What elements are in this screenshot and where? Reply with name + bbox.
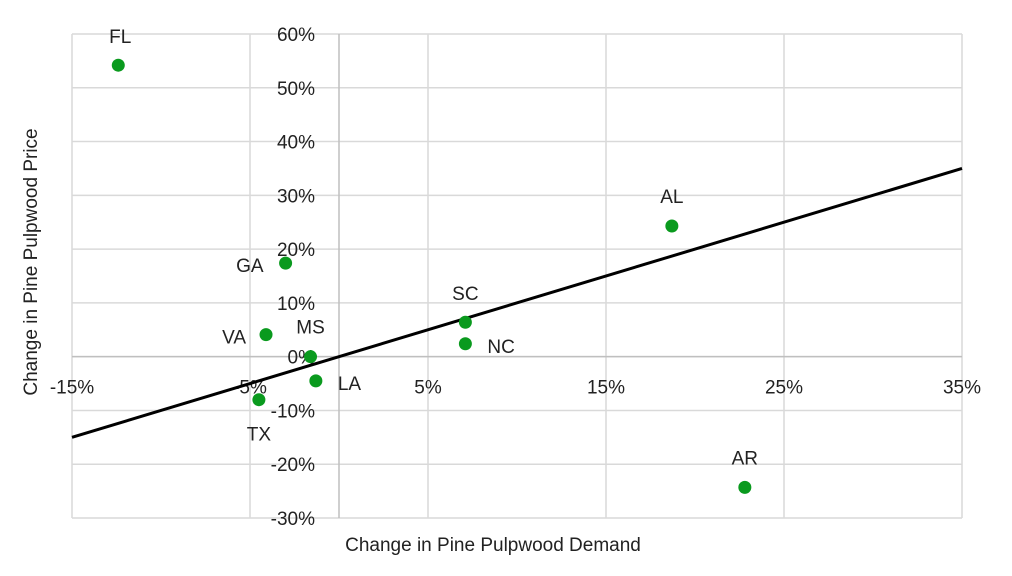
data-point-ga bbox=[279, 256, 293, 270]
data-label-fl: FL bbox=[109, 27, 131, 48]
data-point-sc bbox=[458, 315, 472, 329]
x-tick-label: 25% bbox=[765, 378, 803, 399]
data-label-ms: MS bbox=[296, 318, 325, 339]
data-label-sc: SC bbox=[452, 284, 478, 305]
data-point-va bbox=[259, 328, 273, 342]
y-tick-label: 40% bbox=[277, 133, 315, 154]
data-point-ar bbox=[738, 480, 752, 494]
y-tick-label: -20% bbox=[271, 455, 315, 476]
data-point-al bbox=[665, 219, 679, 233]
x-tick-label: 5% bbox=[414, 378, 442, 399]
data-point-nc bbox=[458, 337, 472, 351]
data-point-fl bbox=[111, 58, 125, 72]
data-label-ar: AR bbox=[732, 448, 758, 469]
x-tick-label: 35% bbox=[943, 378, 981, 399]
y-axis-title: Change in Pine Pulpwood Price bbox=[21, 128, 42, 396]
y-tick-label: 50% bbox=[277, 79, 315, 100]
x-tick-label: 15% bbox=[587, 378, 625, 399]
data-label-al: AL bbox=[660, 187, 683, 208]
y-tick-label: -10% bbox=[271, 401, 315, 422]
y-tick-label: -30% bbox=[271, 509, 315, 530]
y-tick-label: 10% bbox=[277, 294, 315, 315]
data-point-la bbox=[309, 374, 323, 388]
x-tick-label: -15% bbox=[50, 378, 94, 399]
trend-line bbox=[71, 167, 963, 439]
y-tick-label: 30% bbox=[277, 186, 315, 207]
data-point-ms bbox=[304, 350, 318, 364]
y-tick-label: 60% bbox=[277, 25, 315, 46]
x-axis-title: Change in Pine Pulpwood Demand bbox=[345, 535, 641, 556]
data-label-ga: GA bbox=[236, 256, 264, 277]
data-label-nc: NC bbox=[487, 337, 514, 358]
data-point-tx bbox=[252, 393, 266, 407]
data-label-la: LA bbox=[338, 374, 362, 395]
y-tick-label: 20% bbox=[277, 240, 315, 261]
data-label-tx: TX bbox=[247, 425, 272, 446]
data-label-va: VA bbox=[222, 328, 246, 349]
